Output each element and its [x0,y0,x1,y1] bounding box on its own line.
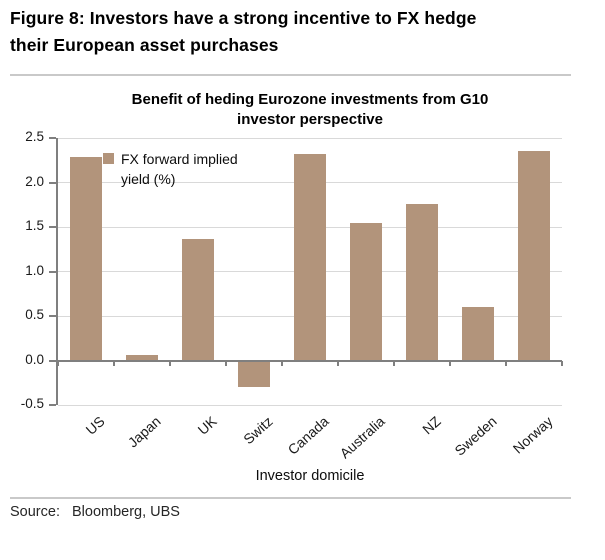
x-axis-tick [281,360,283,366]
bar-us [70,156,102,361]
y-tick-label: 2.0 [25,173,44,189]
bar-canada [294,154,326,361]
source-label: Source: [10,504,60,520]
x-axis-label-nz: NZ [419,413,444,438]
x-axis-label-switz: Switz [240,413,276,448]
bar-australia [350,222,382,361]
y-tick-label: 1.5 [25,218,44,233]
x-axis-label-japan: Japan [124,413,164,451]
figure-heading: Figure 8: Investors have a strong incent… [10,5,555,59]
x-axis-label-canada: Canada [284,413,332,458]
gridline [58,137,562,139]
x-axis-label-sweden: Sweden [451,413,500,459]
x-axis-tick [393,360,395,366]
x-axis-tick [561,360,563,366]
x-axis-tick [169,360,171,366]
y-tick-label: 1.0 [25,262,44,278]
x-axis-label-us: US [82,413,108,438]
source-value: Bloomberg, UBS [71,504,180,520]
legend-label-line1: FX forward implied [121,151,238,167]
y-axis-tick [49,404,56,406]
bottom-divider [10,497,571,499]
y-tick-label: 0.5 [25,307,44,322]
chart-title-line2: investor perspective [237,111,383,128]
x-axis-tick [225,360,227,366]
top-divider [10,74,571,76]
x-axis-label-australia: Australia [336,413,388,462]
y-tick-label: 2.5 [25,129,44,144]
bar-norway [518,151,550,361]
legend-label-line2: yield (%) [121,171,176,187]
x-axis-tick [505,360,507,366]
y-axis-tick [49,137,56,139]
figure-heading-line1: Figure 8: Investors have a strong incent… [10,8,477,28]
bar-sweden [462,307,494,361]
y-axis-tick [49,315,56,317]
chart-title-line1: Benefit of heding Eurozone investments f… [131,91,489,108]
x-axis-tick [449,360,451,366]
x-axis-tick [113,360,115,366]
legend: FX forward implied yield (%) [103,149,238,189]
y-axis-tick [49,270,56,273]
gridline [58,404,562,406]
plot-area: 2.5 2.0 1.5 1.0 0.5 0.0 -0.5 US Japan UK Switz Cana… [21,129,563,461]
x-axis-label-uk: UK [194,413,220,438]
y-tick-label: 0.0 [25,351,44,367]
x-axis-title: Investor domicile [255,468,365,484]
y-axis-tick [49,359,56,362]
bar-nz [406,203,438,361]
x-axis-zero-line [58,359,562,362]
bar-japan [126,355,158,361]
bar-switz [238,360,270,388]
y-tick-label: -0.5 [20,396,44,411]
legend-label: FX forward implied yield (%) [121,149,238,189]
y-axis-line [56,138,58,405]
chart-title: Benefit of heding Eurozone investments f… [95,90,525,130]
legend-swatch [103,153,114,164]
source-line: Source: Bloomberg, UBS [10,504,180,520]
y-axis-tick [49,181,56,184]
y-axis-tick [49,226,56,228]
bar-uk [182,239,214,361]
figure-heading-line2: their European asset purchases [10,35,279,55]
x-axis-tick [337,360,339,366]
x-axis-label-norway: Norway [509,413,556,457]
x-axis-tick [57,360,59,366]
